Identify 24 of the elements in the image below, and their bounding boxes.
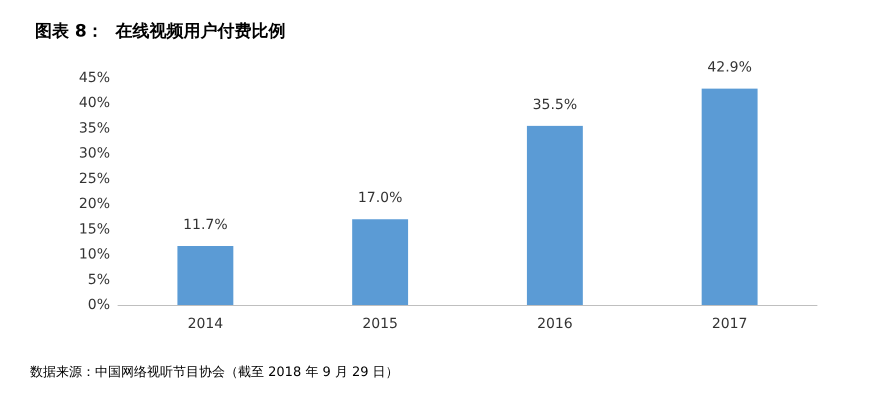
y-tick-label: 30% [78,146,110,162]
x-tick-label: 2016 [537,316,573,332]
data-label: 35.5% [532,96,578,113]
data-label: 17.0% [358,190,402,206]
y-tick-label: 15% [78,221,110,238]
y-tick-label: 20% [78,196,110,212]
y-tick-label: 40% [78,95,110,112]
data-label: 42.9% [707,60,752,76]
x-tick-label: 2017 [712,316,748,332]
x-tick-label: 2015 [362,316,398,332]
y-tick-label: 0% [88,297,110,313]
bar [702,88,758,305]
y-tick-label: 5% [88,272,110,288]
y-tick-label: 10% [78,246,110,263]
chart-title: 图表 8： 在线视频用户付费比例 [35,22,286,42]
y-tick-label: 45% [78,70,110,86]
x-tick-label: 2014 [188,316,224,332]
data-label: 11.7% [183,216,228,233]
y-tick-label: 25% [78,170,110,187]
y-tick-label: 35% [78,120,110,136]
bar [526,126,583,305]
bar [352,219,408,305]
source-note: 数据来源：中国网络视听节目协会（截至 2018 年 9 月 29 日） [30,365,399,380]
bar [177,246,234,305]
